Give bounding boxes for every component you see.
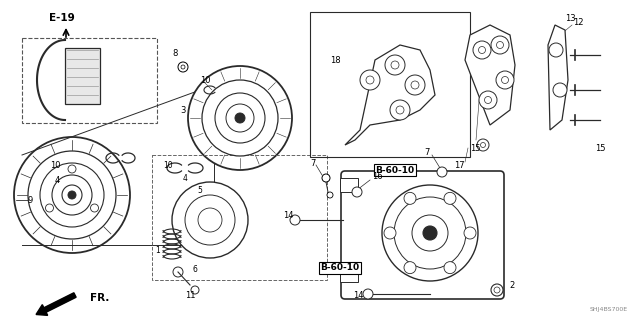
Text: 10: 10 (163, 161, 173, 170)
Bar (340, 178, 358, 192)
Circle shape (384, 227, 396, 239)
Circle shape (502, 76, 509, 84)
Circle shape (444, 192, 456, 204)
Text: FR.: FR. (90, 293, 109, 303)
Text: 14: 14 (353, 291, 364, 300)
Text: 15: 15 (470, 143, 480, 153)
Circle shape (68, 165, 76, 173)
Circle shape (477, 139, 489, 151)
Circle shape (62, 185, 82, 205)
Circle shape (479, 46, 486, 53)
Text: B-60-10: B-60-10 (321, 263, 360, 273)
Text: 17: 17 (454, 161, 464, 170)
Circle shape (202, 80, 278, 156)
Text: 7: 7 (424, 148, 429, 156)
Text: 5: 5 (198, 186, 202, 195)
Circle shape (382, 185, 478, 281)
Text: 12: 12 (573, 18, 583, 27)
Circle shape (437, 167, 447, 177)
Text: 10: 10 (50, 161, 60, 170)
Text: E-19: E-19 (49, 13, 75, 23)
Text: 7: 7 (310, 158, 316, 167)
Circle shape (327, 192, 333, 198)
Circle shape (396, 106, 404, 114)
Circle shape (385, 55, 405, 75)
Circle shape (423, 226, 437, 240)
Text: 11: 11 (185, 291, 195, 300)
Bar (340, 268, 358, 282)
Polygon shape (345, 45, 435, 145)
Circle shape (473, 41, 491, 59)
Bar (22, 38, 157, 123)
Circle shape (363, 289, 373, 299)
Circle shape (553, 83, 567, 97)
Polygon shape (465, 25, 515, 125)
Text: 18: 18 (330, 55, 340, 65)
Text: 3: 3 (180, 106, 186, 115)
Circle shape (188, 66, 292, 170)
Circle shape (366, 76, 374, 84)
Text: 4: 4 (182, 173, 188, 182)
Text: 14: 14 (283, 211, 293, 220)
Bar (152, 155, 327, 280)
Circle shape (185, 195, 235, 245)
Circle shape (14, 137, 130, 253)
Circle shape (444, 262, 456, 274)
Circle shape (352, 187, 362, 197)
Text: 6: 6 (193, 266, 197, 275)
Circle shape (390, 100, 410, 120)
Circle shape (405, 75, 425, 95)
Circle shape (404, 262, 416, 274)
Circle shape (479, 91, 497, 109)
Circle shape (491, 284, 503, 296)
Text: 15: 15 (595, 143, 605, 153)
Circle shape (360, 70, 380, 90)
Text: 1: 1 (156, 245, 161, 254)
Text: 9: 9 (28, 196, 33, 204)
Text: 8: 8 (172, 49, 178, 58)
Text: SHJ4BS700E: SHJ4BS700E (590, 307, 628, 312)
Circle shape (40, 163, 104, 227)
Circle shape (28, 151, 116, 239)
Circle shape (391, 61, 399, 69)
Circle shape (491, 36, 509, 54)
Circle shape (411, 81, 419, 89)
Circle shape (290, 215, 300, 225)
Circle shape (394, 197, 466, 269)
Circle shape (496, 71, 514, 89)
Circle shape (404, 192, 416, 204)
Text: 4: 4 (54, 175, 60, 185)
Circle shape (191, 286, 199, 294)
Polygon shape (548, 25, 568, 130)
Text: 13: 13 (564, 13, 575, 22)
Circle shape (322, 174, 330, 182)
Text: 16: 16 (372, 172, 382, 180)
Circle shape (549, 43, 563, 57)
Circle shape (52, 175, 92, 215)
Circle shape (90, 204, 99, 212)
Circle shape (481, 142, 486, 148)
Text: B-60-10: B-60-10 (376, 165, 415, 174)
Text: 10: 10 (200, 76, 211, 84)
Bar (65, 48, 100, 104)
Circle shape (45, 204, 54, 212)
Circle shape (226, 104, 254, 132)
Circle shape (173, 267, 183, 277)
Circle shape (178, 62, 188, 72)
Circle shape (464, 227, 476, 239)
Circle shape (497, 42, 504, 49)
Bar (310, 12, 470, 157)
Text: 2: 2 (509, 282, 515, 291)
Circle shape (494, 287, 500, 293)
Circle shape (198, 208, 222, 232)
Circle shape (215, 93, 265, 143)
Circle shape (235, 113, 245, 123)
Circle shape (181, 65, 185, 69)
Circle shape (68, 191, 76, 199)
FancyBboxPatch shape (341, 171, 504, 299)
Circle shape (172, 182, 248, 258)
Circle shape (412, 215, 448, 251)
Circle shape (484, 97, 492, 103)
FancyArrow shape (36, 293, 76, 316)
